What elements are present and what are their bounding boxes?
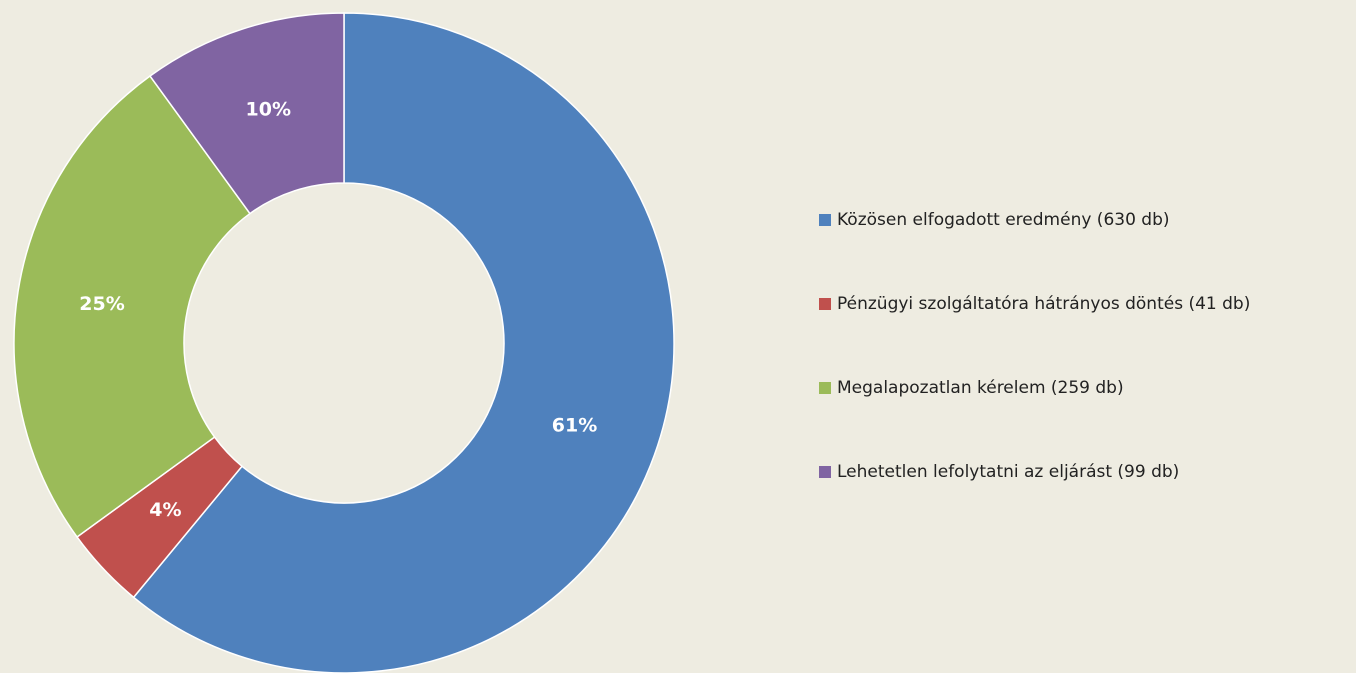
legend-swatch (819, 214, 831, 226)
data-label: 10% (246, 98, 291, 120)
legend-label: Megalapozatlan kérelem (259 db) (837, 378, 1124, 398)
data-label: 4% (149, 499, 181, 521)
donut-slice (132, 12, 675, 673)
legend-label: Közösen elfogadott eredmény (630 db) (837, 210, 1170, 230)
legend-label: Pénzügyi szolgáltatóra hátrányos döntés … (837, 294, 1250, 314)
data-label: 61% (552, 414, 597, 436)
legend-label: Lehetetlen lefolytatni az eljárást (99 d… (837, 462, 1179, 482)
donut-slice (148, 12, 345, 215)
data-label: 25% (79, 293, 124, 315)
donut-slice (13, 74, 252, 539)
legend-swatch (819, 466, 831, 478)
legend-swatch (819, 298, 831, 310)
legend-swatch (819, 382, 831, 394)
